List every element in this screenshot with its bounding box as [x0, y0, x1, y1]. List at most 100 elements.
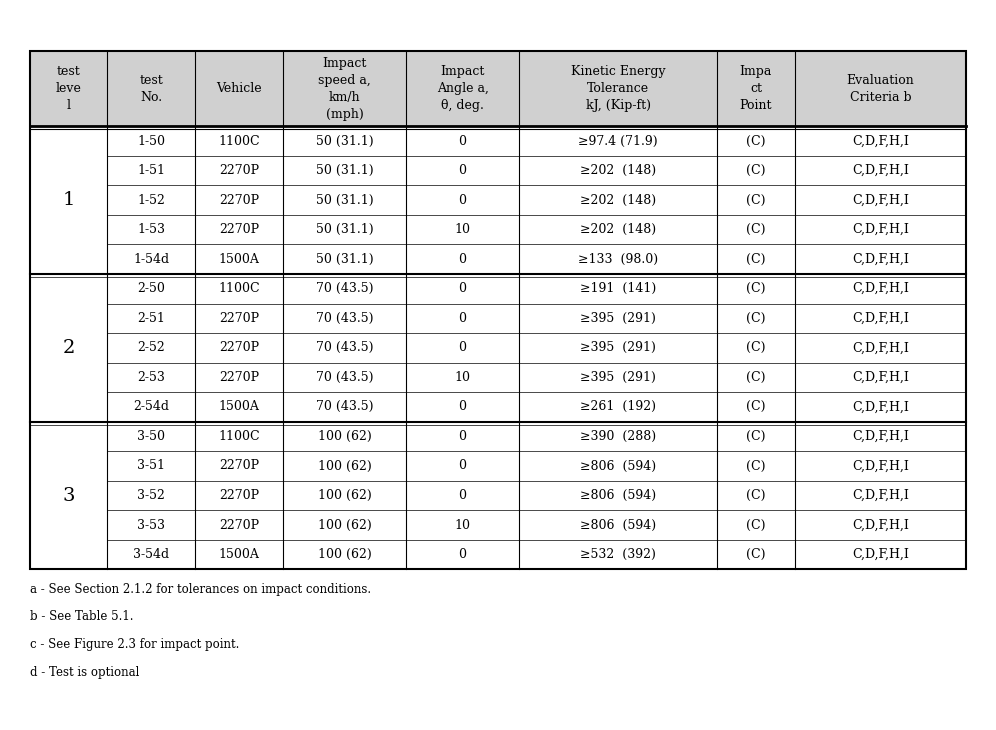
Text: C,D,F,H,I: C,D,F,H,I — [852, 134, 908, 147]
Text: ≥97.4 (71.9): ≥97.4 (71.9) — [579, 134, 658, 147]
Text: 10: 10 — [454, 518, 470, 531]
Text: 3: 3 — [62, 486, 75, 504]
Text: C,D,F,H,I: C,D,F,H,I — [852, 312, 908, 325]
Text: 0: 0 — [458, 489, 466, 502]
Text: 1100C: 1100C — [218, 430, 260, 443]
Text: 50 (31.1): 50 (31.1) — [316, 253, 374, 266]
Text: ≥395  (291): ≥395 (291) — [581, 371, 656, 384]
Text: 3-53: 3-53 — [137, 518, 165, 531]
Text: 100 (62): 100 (62) — [318, 489, 372, 502]
Text: ≥806  (594): ≥806 (594) — [580, 489, 656, 502]
Text: C,D,F,H,I: C,D,F,H,I — [852, 342, 908, 354]
Text: 3-51: 3-51 — [137, 459, 165, 472]
Text: 1100C: 1100C — [218, 134, 260, 147]
Text: C,D,F,H,I: C,D,F,H,I — [852, 164, 908, 177]
Bar — [30, 51, 966, 569]
Text: 2270P: 2270P — [219, 193, 259, 207]
Text: ≥133  (98.0): ≥133 (98.0) — [578, 253, 658, 266]
Text: ≥390  (288): ≥390 (288) — [580, 430, 656, 443]
Text: 0: 0 — [458, 193, 466, 207]
Text: (C): (C) — [746, 134, 766, 147]
Text: 1-52: 1-52 — [137, 193, 165, 207]
Text: test
leve
l: test leve l — [56, 65, 82, 112]
Text: (C): (C) — [746, 164, 766, 177]
Text: C,D,F,H,I: C,D,F,H,I — [852, 371, 908, 384]
Text: C,D,F,H,I: C,D,F,H,I — [852, 430, 908, 443]
Text: 50 (31.1): 50 (31.1) — [316, 134, 374, 147]
Text: 0: 0 — [458, 459, 466, 472]
Text: 70 (43.5): 70 (43.5) — [316, 401, 374, 413]
Text: Evaluation
Criteria b: Evaluation Criteria b — [847, 74, 914, 104]
Text: (C): (C) — [746, 283, 766, 295]
Text: Kinetic Energy
Tolerance
kJ, (Kip-ft): Kinetic Energy Tolerance kJ, (Kip-ft) — [571, 65, 665, 112]
Text: (C): (C) — [746, 430, 766, 443]
Text: 2270P: 2270P — [219, 312, 259, 325]
Text: 0: 0 — [458, 430, 466, 443]
Text: 2-53: 2-53 — [137, 371, 165, 384]
Text: Vehicle: Vehicle — [216, 82, 262, 95]
Text: 2270P: 2270P — [219, 164, 259, 177]
Text: 1500A: 1500A — [218, 548, 259, 561]
Text: C,D,F,H,I: C,D,F,H,I — [852, 253, 908, 266]
Text: 1500A: 1500A — [218, 253, 259, 266]
Text: 1: 1 — [63, 191, 75, 209]
Text: 70 (43.5): 70 (43.5) — [316, 371, 374, 384]
Text: 70 (43.5): 70 (43.5) — [316, 342, 374, 354]
Text: (C): (C) — [746, 459, 766, 472]
Text: 1100C: 1100C — [218, 283, 260, 295]
Text: (C): (C) — [746, 312, 766, 325]
Text: 3-54d: 3-54d — [133, 548, 169, 561]
Text: (C): (C) — [746, 489, 766, 502]
Text: a - See Section 2.1.2 for tolerances on impact conditions.: a - See Section 2.1.2 for tolerances on … — [30, 583, 371, 596]
Text: 3-52: 3-52 — [137, 489, 165, 502]
Text: 100 (62): 100 (62) — [318, 430, 372, 443]
Text: ≥202  (148): ≥202 (148) — [580, 193, 656, 207]
Text: (C): (C) — [746, 518, 766, 531]
Text: 2-50: 2-50 — [137, 283, 165, 295]
Text: 0: 0 — [458, 312, 466, 325]
Text: (C): (C) — [746, 342, 766, 354]
Text: (C): (C) — [746, 371, 766, 384]
Text: 0: 0 — [458, 134, 466, 147]
Text: (C): (C) — [746, 193, 766, 207]
Text: d - Test is optional: d - Test is optional — [30, 666, 139, 679]
Text: 10: 10 — [454, 223, 470, 236]
Text: 0: 0 — [458, 401, 466, 413]
Text: 2270P: 2270P — [219, 223, 259, 236]
Text: C,D,F,H,I: C,D,F,H,I — [852, 193, 908, 207]
Text: 100 (62): 100 (62) — [318, 548, 372, 561]
Text: C,D,F,H,I: C,D,F,H,I — [852, 548, 908, 561]
Text: 0: 0 — [458, 342, 466, 354]
Text: C,D,F,H,I: C,D,F,H,I — [852, 401, 908, 413]
Text: ≥191  (141): ≥191 (141) — [580, 283, 656, 295]
Text: C,D,F,H,I: C,D,F,H,I — [852, 489, 908, 502]
Text: 3-50: 3-50 — [137, 430, 165, 443]
Text: 2270P: 2270P — [219, 459, 259, 472]
Text: 100 (62): 100 (62) — [318, 459, 372, 472]
Text: C,D,F,H,I: C,D,F,H,I — [852, 459, 908, 472]
Text: ≥806  (594): ≥806 (594) — [580, 518, 656, 531]
Text: Impact
Angle a,
θ, deg.: Impact Angle a, θ, deg. — [436, 65, 489, 112]
Text: 1-53: 1-53 — [137, 223, 165, 236]
Text: 2: 2 — [63, 339, 75, 357]
Text: (C): (C) — [746, 223, 766, 236]
Text: 2-51: 2-51 — [137, 312, 165, 325]
Text: 1-50: 1-50 — [137, 134, 165, 147]
Text: ≥202  (148): ≥202 (148) — [580, 164, 656, 177]
Text: 2270P: 2270P — [219, 489, 259, 502]
Text: 2270P: 2270P — [219, 371, 259, 384]
Text: Impact
speed a,
km/h
(mph): Impact speed a, km/h (mph) — [319, 57, 372, 120]
Text: (C): (C) — [746, 401, 766, 413]
Text: 1-54d: 1-54d — [133, 253, 169, 266]
Text: b - See Table 5.1.: b - See Table 5.1. — [30, 610, 133, 623]
Text: ≥395  (291): ≥395 (291) — [581, 342, 656, 354]
Text: 0: 0 — [458, 548, 466, 561]
Text: 2270P: 2270P — [219, 342, 259, 354]
Text: 2-54d: 2-54d — [133, 401, 169, 413]
Text: 50 (31.1): 50 (31.1) — [316, 223, 374, 236]
Text: 50 (31.1): 50 (31.1) — [316, 164, 374, 177]
Text: test
No.: test No. — [139, 74, 163, 104]
Text: C,D,F,H,I: C,D,F,H,I — [852, 518, 908, 531]
Text: ≥532  (392): ≥532 (392) — [581, 548, 656, 561]
Text: 1500A: 1500A — [218, 401, 259, 413]
